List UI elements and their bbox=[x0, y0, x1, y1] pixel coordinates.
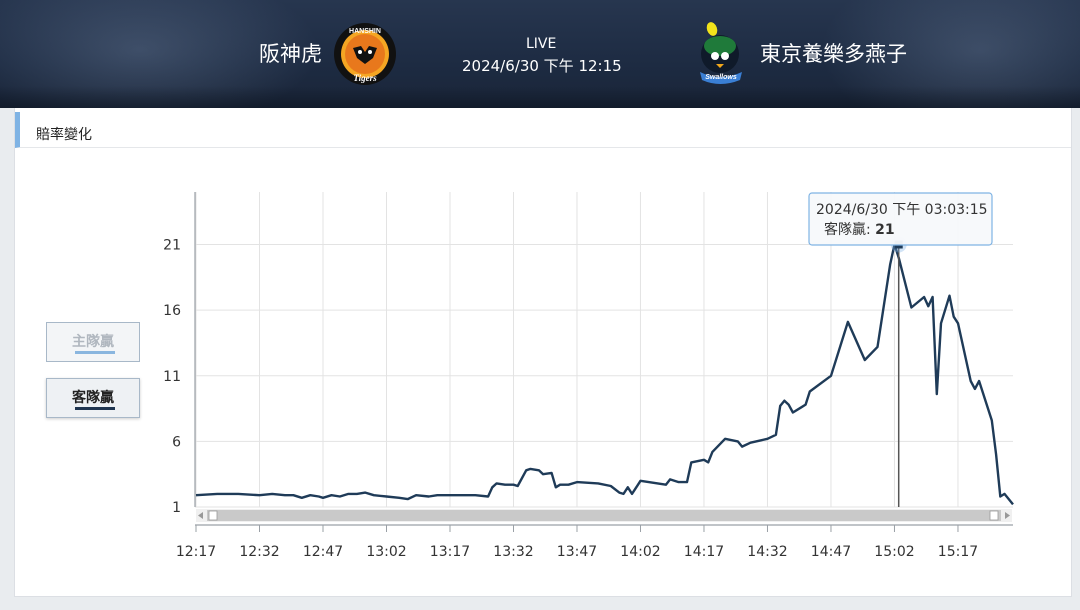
away-team-name: 東京養樂多燕子 bbox=[760, 42, 907, 66]
x-tick-label: 14:32 bbox=[747, 544, 787, 560]
away-win-series-swatch bbox=[75, 407, 115, 410]
tooltip-time: 2024/6/30 下午 03:03:15 bbox=[816, 202, 988, 218]
hanshin-tigers-logo: HANSHIN Tigers bbox=[334, 23, 396, 85]
yakult-logo-text: Swallows bbox=[705, 74, 737, 81]
home-team-name: 阪神虎 bbox=[259, 42, 322, 66]
banner-shade bbox=[0, 86, 1080, 108]
match-banner: 阪神虎 HANSHIN Tigers LIVE 2024/6/30 下午 12:… bbox=[0, 0, 1080, 108]
x-tick-label: 12:47 bbox=[303, 544, 343, 560]
live-status: LIVE bbox=[526, 36, 557, 52]
x-tick-label: 13:32 bbox=[493, 544, 533, 560]
scrollbar-right-handle[interactable] bbox=[989, 510, 999, 521]
y-tick-label: 16 bbox=[163, 303, 181, 319]
tooltip-value-row: 客隊贏: 21 bbox=[824, 221, 895, 238]
home-win-series-swatch bbox=[75, 351, 115, 354]
scroll-left-arrow-icon[interactable] bbox=[198, 512, 203, 519]
hanshin-logo-text-bottom: Tigers bbox=[353, 73, 377, 83]
hanshin-logo-text-top: HANSHIN bbox=[349, 28, 381, 35]
range-scrollbar[interactable] bbox=[196, 509, 1012, 522]
x-tick-label: 15:17 bbox=[938, 544, 978, 560]
tooltip-series-label: 客隊贏: bbox=[824, 221, 875, 238]
x-tick-label: 14:47 bbox=[811, 544, 851, 560]
scrollbar-left-handle[interactable] bbox=[208, 510, 218, 521]
x-tick-label: 14:17 bbox=[684, 544, 724, 560]
series-line-away-win bbox=[195, 243, 1014, 506]
x-tick-label: 13:17 bbox=[430, 544, 470, 560]
chart-axes bbox=[194, 192, 1013, 526]
home-win-toggle[interactable]: 主隊贏 bbox=[46, 322, 140, 362]
x-tick-label: 12:17 bbox=[176, 544, 216, 560]
away-win-toggle[interactable]: 客隊贏 bbox=[46, 378, 140, 418]
section-title: 賠率變化 bbox=[36, 127, 92, 143]
x-tick-label: 13:02 bbox=[366, 544, 406, 560]
section-header: 賠率變化 bbox=[15, 112, 1071, 148]
y-tick-label: 21 bbox=[163, 238, 181, 254]
tooltip-box bbox=[808, 192, 993, 246]
tooltip: 2024/6/30 下午 03:03:15 客隊贏: 21 bbox=[808, 192, 993, 246]
x-axis-ticks: 12:17 12:32 12:47 13:02 13:17 13:32 13:47 14:02… bbox=[176, 525, 978, 560]
match-start-time: 2024/6/30 下午 12:15 bbox=[462, 57, 622, 75]
yakult-swallows-logo: Swallows bbox=[700, 22, 742, 84]
x-tick-label: 15:02 bbox=[874, 544, 914, 560]
scrollbar-thumb[interactable] bbox=[207, 510, 1001, 521]
scroll-right-arrow-icon[interactable] bbox=[1005, 512, 1010, 519]
y-tick-label: 11 bbox=[163, 369, 181, 385]
x-tick-label: 12:32 bbox=[239, 544, 279, 560]
y-tick-label: 6 bbox=[172, 434, 181, 450]
tooltip-value: 21 bbox=[875, 222, 894, 238]
y-tick-label: 1 bbox=[172, 500, 181, 516]
away-win-toggle-label: 客隊贏 bbox=[72, 390, 114, 406]
x-tick-label: 13:47 bbox=[557, 544, 597, 560]
x-tick-label: 14:02 bbox=[620, 544, 660, 560]
home-win-toggle-label: 主隊贏 bbox=[72, 334, 114, 350]
